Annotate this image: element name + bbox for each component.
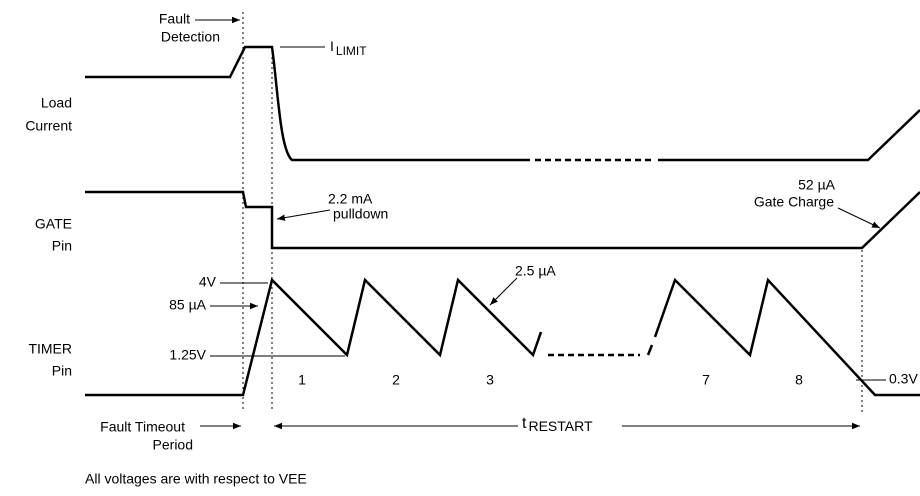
signal-label: Pin (52, 363, 72, 379)
timer-wave (646, 277, 920, 397)
annotation: t RESTART (522, 415, 593, 433)
arrow (276, 209, 331, 221)
cycle-number: 7 (702, 372, 710, 388)
load-current-wave (658, 109, 920, 162)
annotation: 1.25V (169, 347, 206, 363)
annotation: 85 µA (169, 297, 207, 313)
cycle-number: 8 (795, 372, 803, 388)
annotation: I LIMIT (330, 38, 367, 58)
annotation: 4V (199, 274, 217, 290)
cycle-number: 1 (298, 372, 306, 388)
signal-label: GATE (35, 216, 72, 232)
annotation: 2.5 µA (515, 263, 556, 279)
cycle-number: 2 (392, 372, 400, 388)
annotation: 52 µA (798, 177, 836, 193)
signal-label: TIMER (28, 341, 72, 357)
annotation: 2.2 mA (328, 191, 373, 207)
annotation: Fault (159, 11, 190, 27)
annotation: Detection (161, 29, 220, 45)
signal-label: Current (25, 118, 72, 134)
arrow (837, 207, 881, 229)
annotation: pulldown (333, 206, 388, 222)
arrow (489, 277, 518, 306)
timer-wave (85, 277, 543, 397)
cycle-number: 3 (486, 372, 494, 388)
load-current-wave (85, 45, 530, 162)
annotation: 0.3V (889, 371, 918, 387)
annotation: Fault Timeout (100, 419, 185, 435)
gate-wave (85, 190, 920, 250)
footnote: All voltages are with respect to VEE (85, 471, 307, 487)
signal-label: Load (41, 95, 72, 111)
signal-label: Pin (52, 238, 72, 254)
annotation: Period (153, 437, 193, 453)
annotation: Gate Charge (754, 194, 834, 210)
